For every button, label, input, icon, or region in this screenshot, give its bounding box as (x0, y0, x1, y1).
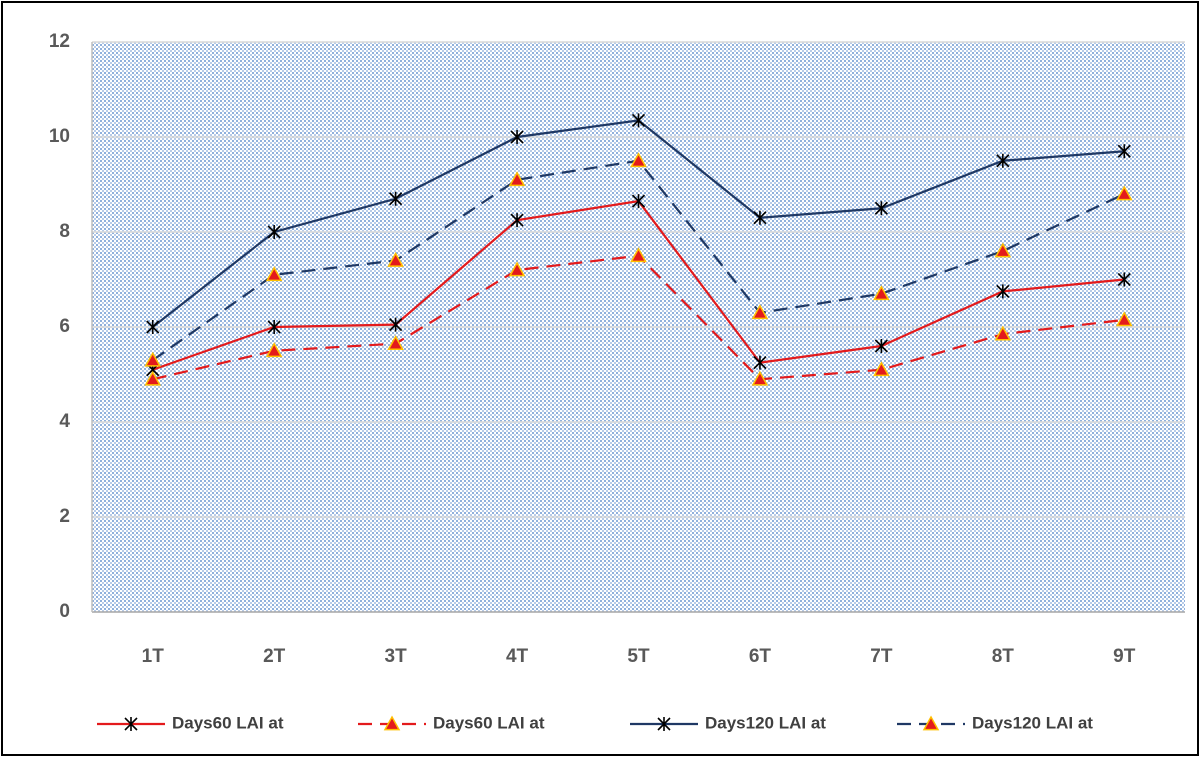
marker (996, 284, 1010, 299)
marker (267, 320, 281, 334)
marker (510, 130, 524, 144)
y-tick-label: 0 (59, 601, 70, 622)
y-tick-label: 6 (59, 316, 70, 337)
y-tick-label: 8 (59, 221, 70, 242)
x-tick-label: 7T (870, 646, 893, 667)
marker (1116, 185, 1133, 201)
marker (389, 317, 403, 332)
marker (267, 225, 281, 239)
marker (389, 191, 403, 206)
marker (996, 153, 1010, 168)
marker (874, 339, 888, 353)
y-tick-label: 12 (49, 31, 70, 52)
marker (994, 242, 1012, 258)
y-tick-label: 10 (49, 126, 70, 147)
x-tick-label: 6T (749, 646, 772, 667)
marker (873, 285, 890, 301)
marker (124, 717, 138, 731)
marker (508, 171, 526, 187)
marker (994, 325, 1012, 341)
marker (751, 370, 769, 386)
marker (508, 261, 526, 277)
marker (144, 370, 161, 386)
marker (631, 113, 646, 128)
legend-label: Days60 LAI at (172, 713, 284, 732)
marker (146, 320, 160, 334)
marker (1116, 311, 1133, 327)
x-tick-label: 1T (142, 646, 165, 667)
marker (657, 717, 671, 731)
marker (265, 266, 283, 282)
marker (751, 304, 769, 320)
marker (1117, 144, 1131, 159)
x-tick-label: 4T (506, 646, 529, 667)
marker (387, 251, 404, 267)
legend-label: Days120 LAI at (972, 713, 1093, 732)
marker (753, 355, 767, 370)
marker (387, 335, 404, 350)
marker (510, 213, 524, 228)
marker (631, 194, 646, 209)
marker (922, 715, 940, 731)
marker (265, 342, 283, 358)
marker (144, 351, 161, 367)
marker (753, 210, 767, 225)
marker (630, 247, 647, 263)
legend-label: Days60 LAI at (433, 713, 545, 732)
y-tick-label: 2 (59, 506, 70, 527)
x-tick-label: 5T (627, 646, 650, 667)
marker (383, 715, 401, 731)
x-tick-label: 3T (385, 646, 408, 667)
y-tick-label: 4 (59, 411, 70, 432)
x-tick-label: 2T (263, 646, 286, 667)
marker (873, 361, 890, 377)
legend-label: Days120 LAI at (705, 713, 826, 732)
marker (1117, 272, 1131, 287)
marker (874, 201, 888, 216)
x-tick-label: 9T (1113, 646, 1136, 667)
marker (630, 152, 647, 168)
x-tick-label: 8T (992, 646, 1015, 667)
